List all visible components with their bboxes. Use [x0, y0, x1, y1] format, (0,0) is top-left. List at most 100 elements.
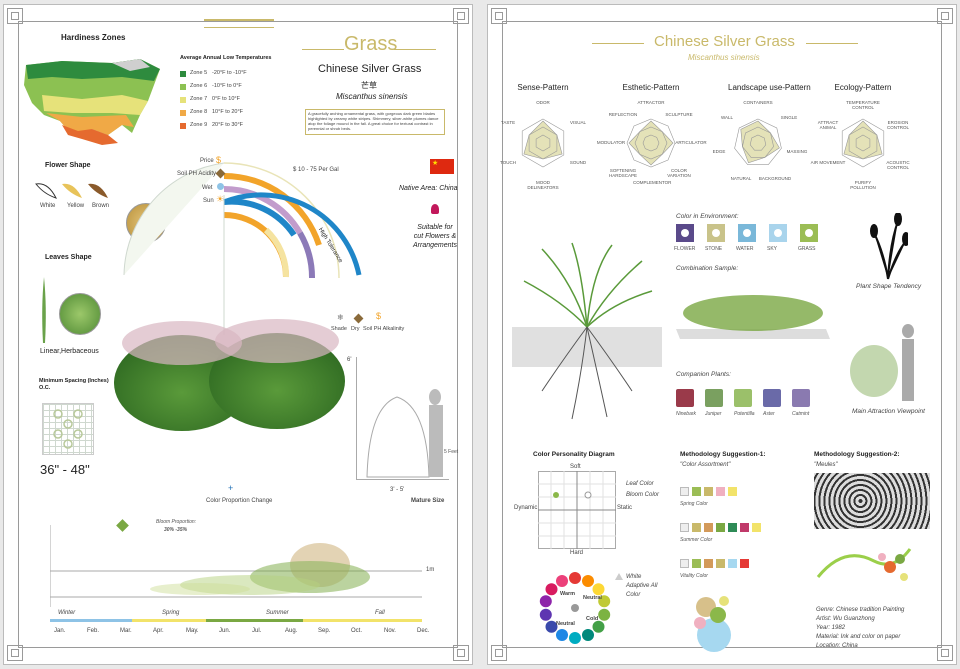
plus-icon: +: [228, 483, 234, 493]
companion-photo: [734, 389, 752, 407]
spacing-grid: [42, 403, 94, 455]
china-flag-icon: ★: [430, 159, 454, 174]
color-proportion-heading: Color Proportion Change: [206, 498, 273, 504]
color-swatch: [716, 523, 725, 532]
companion-label: Catmint: [792, 411, 810, 417]
color-swatch: [716, 487, 725, 496]
pattern-axis-label: REFLECTION: [608, 112, 638, 117]
color-bubbles: [694, 596, 731, 652]
color-proportion-chart: [50, 525, 422, 607]
viewpoint-label: Main Attraction Viewpoint: [852, 408, 925, 415]
bloom-value: 30% -35%: [164, 527, 188, 533]
spacing-heading: Minimum Spacing (Inches): [39, 378, 109, 384]
combination-heading: Combination Sample:: [676, 265, 739, 272]
pattern-axis-label: TEMPERATURE CONTROL: [846, 100, 880, 110]
zone-range: 20°F to 30°F: [212, 122, 243, 128]
wheel-warm: Warm: [560, 591, 576, 597]
radar-chart: [841, 118, 885, 168]
pattern-axis-label: EDGE: [712, 149, 726, 154]
month-label: May.: [186, 628, 199, 634]
corner-ornament: [453, 645, 469, 661]
personality-heading: Color Personality Diagram: [533, 451, 615, 458]
pattern-axis-label: AIR MOVEMENT: [810, 160, 846, 165]
color-env-dot: [774, 229, 782, 237]
pattern-axis-label: ATTRACTOR: [637, 100, 665, 105]
zone-range: 10°F to 20°F: [212, 109, 243, 115]
zone-label: Zone 9: [190, 122, 208, 128]
companion-label: Potentilla: [734, 411, 755, 417]
tolerance-arc-diagram: [123, 162, 362, 335]
color-swatch: [740, 523, 749, 532]
month-label: Jan.: [54, 628, 66, 634]
sun-icon: ☀: [216, 194, 225, 204]
zone-swatch: [180, 97, 186, 103]
radar-chart: [626, 118, 676, 168]
pattern-axis-label: VISUAL: [569, 120, 586, 125]
arc-label-sun: Sun: [203, 198, 214, 204]
zone-swatch: [180, 110, 186, 116]
common-name: Chinese Silver Grass: [318, 63, 422, 75]
pattern-axis-label: CONTAINERS: [743, 100, 773, 105]
companion-label: Juniper: [705, 411, 722, 417]
pattern-axis-label: EROSION CONTROL: [886, 120, 909, 130]
corner-ornament: [937, 645, 953, 661]
color-env-swatch: [769, 224, 787, 242]
dry-label: Dry: [351, 326, 360, 332]
painting-info-line: Genre: Chinese tradition Painting: [816, 607, 905, 613]
radar-chart: [521, 118, 565, 168]
pattern-axis-label: ARTICULATOR: [675, 140, 707, 145]
companion-photo: [705, 389, 723, 407]
mature-height: 6': [347, 357, 352, 363]
bloom-color-label: Bloom Color: [626, 492, 660, 498]
month-label: Feb.: [87, 628, 100, 634]
color-swatch: [692, 559, 701, 568]
personality-grid: [538, 471, 616, 549]
personality-dynamic: Dynamic: [514, 505, 538, 511]
painting-info-line: Artist: Wu Guanzhong: [816, 616, 875, 622]
pattern-axis-label: SCULPTURE: [665, 112, 693, 117]
corner-ornament: [937, 8, 953, 24]
left-poster-panel: Hardiness Zones Average Annual Low Tempe…: [3, 4, 473, 665]
color-swatch: [740, 559, 749, 568]
arc-label-wet: Wet: [202, 185, 213, 191]
color-swatch: [728, 559, 737, 568]
title-rule: [592, 43, 644, 44]
radar-chart: [734, 118, 782, 165]
season-spring: Spring: [162, 610, 180, 616]
price-icon: $: [216, 155, 222, 165]
color-swatch: [704, 559, 713, 568]
arc-label-price: Price: [200, 158, 214, 164]
color-env-dot: [712, 229, 720, 237]
flower-shape-icons: [35, 183, 108, 199]
color-swatch: [680, 523, 689, 532]
season-bar: [50, 619, 422, 622]
corner-ornament: [453, 8, 469, 24]
pattern-title: Sense-Pattern: [517, 83, 569, 92]
season-summer: Summer: [266, 610, 289, 616]
pattern-axis-label: WALL: [720, 115, 734, 120]
companion-label: Aster: [763, 411, 775, 417]
companion-heading: Companion Plants:: [676, 371, 731, 378]
right-title: Chinese Silver Grass: [654, 33, 795, 50]
meules-painting: [814, 473, 930, 529]
pattern-axis-label: MASSING: [786, 149, 808, 154]
corner-ornament: [491, 645, 507, 661]
color-env-dot: [743, 229, 751, 237]
color-env-label: FLOWER: [674, 246, 696, 252]
right-latin: Miscanthus sinensis: [688, 53, 760, 62]
pattern-axis-label: ATTRACT ANIMAL: [817, 120, 839, 130]
hardiness-heading: Hardiness Zones: [61, 33, 126, 42]
method2-sub: "Meules": [814, 462, 838, 468]
personality-soft: Soft: [570, 464, 581, 470]
flower-brown-label: Brown: [92, 203, 110, 209]
shade-icon: ❄: [337, 313, 344, 322]
companion-photo: [792, 389, 810, 407]
latin-name: Miscanthus sinensis: [336, 92, 408, 101]
pattern-axis-label: SOFTENING HARDSCAPE: [608, 168, 637, 178]
row-label: Spring Color: [680, 501, 708, 507]
color-swatch: [716, 559, 725, 568]
flower-yellow-label: Yellow: [67, 203, 85, 209]
mature-width: 3' - 5': [390, 487, 405, 493]
color-swatch: [704, 523, 713, 532]
top-ornament: [204, 19, 274, 28]
